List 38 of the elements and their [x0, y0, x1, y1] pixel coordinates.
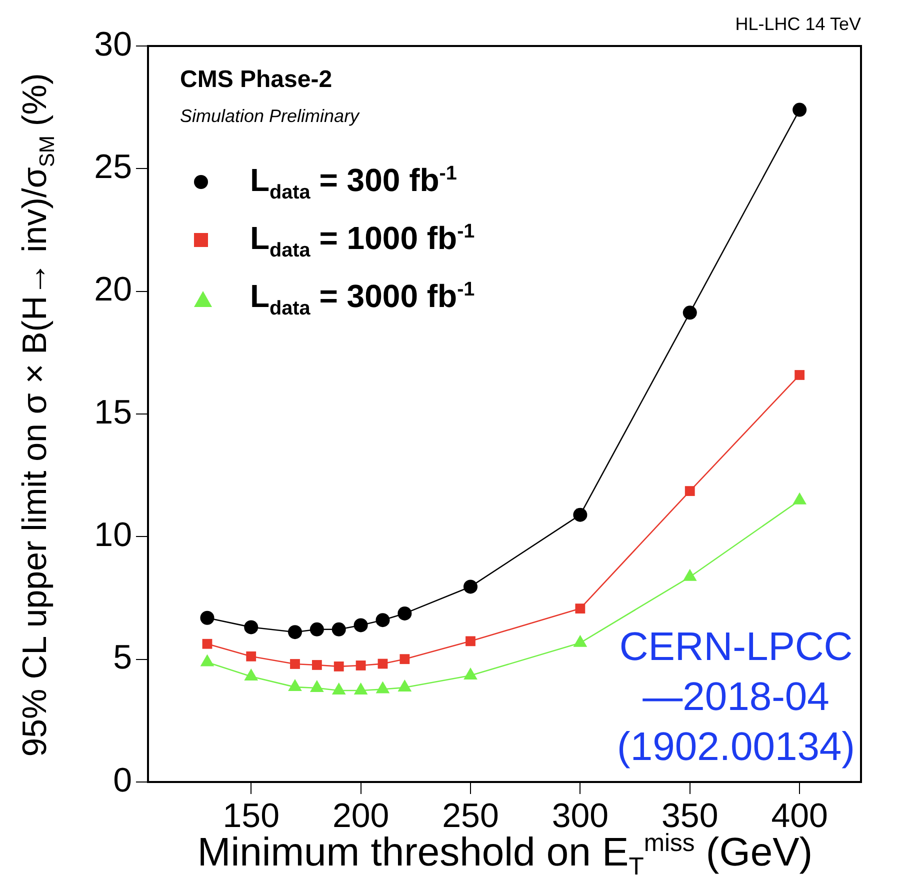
point — [682, 306, 697, 320]
point — [466, 636, 476, 646]
point — [356, 660, 366, 670]
y-tick-label: 25 — [94, 148, 132, 186]
legend-label: L$_{data}$ = 3000 fb$^{-1}$ — [250, 278, 475, 320]
text: HL-LHC 14 TeV — [735, 14, 861, 35]
legend-label: L$_{data}$ = 300 fb$^{-1}$ — [250, 162, 457, 204]
point — [463, 580, 478, 594]
point — [244, 620, 258, 634]
point — [290, 659, 300, 669]
y-tick-label: 30 — [94, 25, 132, 64]
point — [376, 613, 390, 628]
y-tick-label: 15 — [94, 393, 132, 432]
point — [246, 651, 256, 662]
annotation: CERN-LPCC —2018-04 (1902.00134) — [617, 624, 855, 771]
y-tick-label: 5 — [113, 638, 132, 677]
point — [312, 660, 322, 670]
point — [573, 508, 588, 522]
point — [354, 618, 368, 632]
point — [398, 606, 412, 620]
legend-label: L$_{data}$ = 1000 fb$^{-1}$ — [250, 220, 475, 262]
point — [575, 604, 586, 614]
point — [200, 610, 214, 625]
point — [334, 662, 344, 672]
y-tick-label: 10 — [94, 516, 132, 554]
point — [332, 622, 346, 636]
y-tick-label: 20 — [94, 270, 132, 309]
point — [792, 102, 807, 117]
point — [378, 658, 388, 669]
point — [684, 486, 695, 496]
point — [202, 638, 212, 649]
point — [310, 622, 324, 636]
annotation: Simulation Preliminary — [180, 106, 360, 127]
point — [288, 625, 302, 640]
annotation: CMS Phase-2 — [180, 66, 332, 94]
point — [794, 370, 805, 380]
point — [400, 654, 410, 664]
y-tick-label: 0 — [113, 761, 132, 800]
